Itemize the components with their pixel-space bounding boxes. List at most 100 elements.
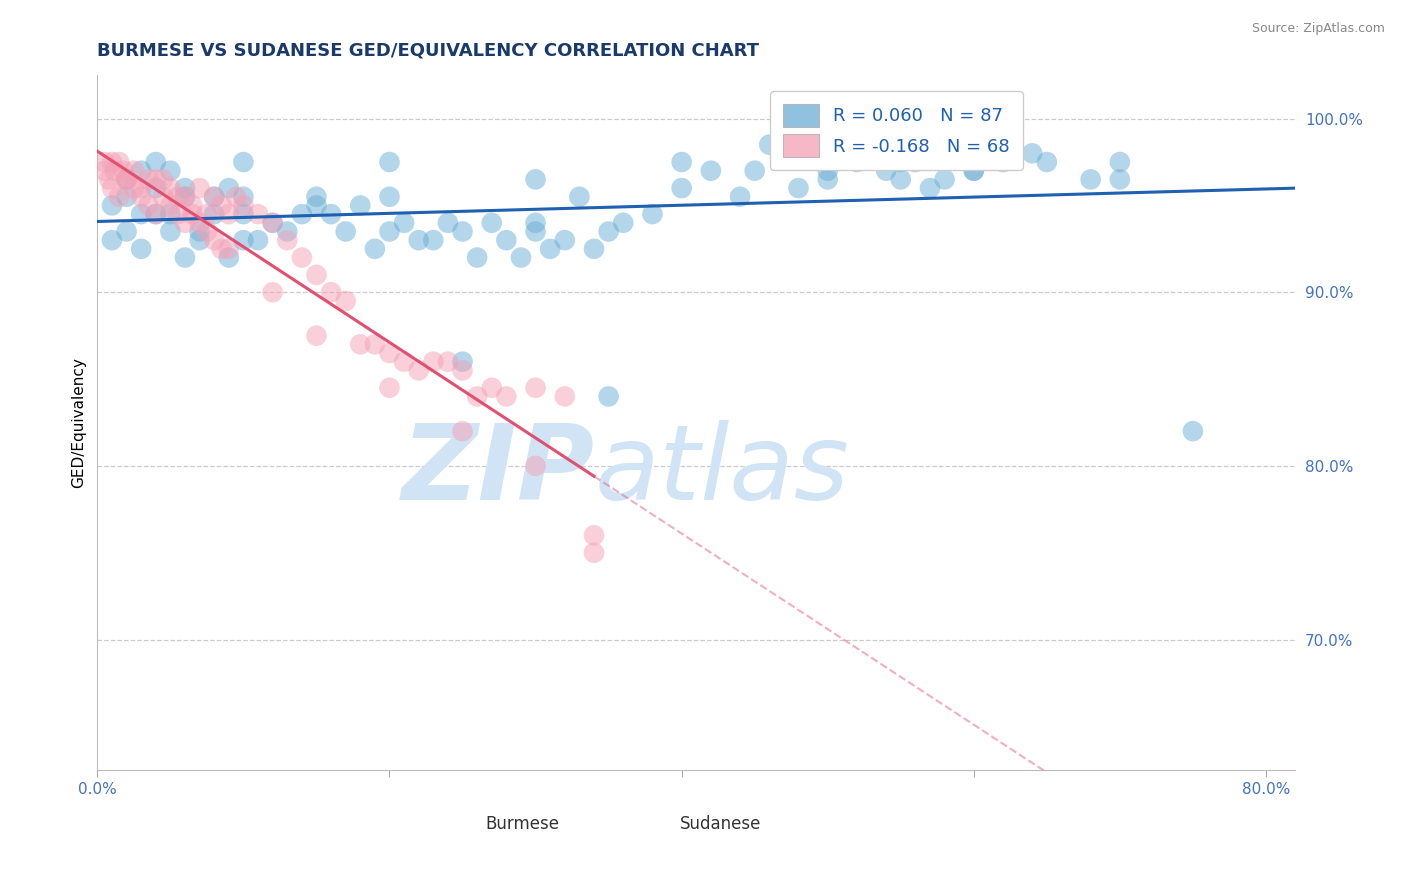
Point xyxy=(145,207,167,221)
Point xyxy=(817,172,839,186)
Point xyxy=(671,155,693,169)
Point xyxy=(392,216,415,230)
Point xyxy=(195,225,218,239)
Point xyxy=(159,163,181,178)
Point xyxy=(188,225,211,239)
Point xyxy=(108,190,131,204)
Point xyxy=(218,242,240,256)
Point xyxy=(225,190,247,204)
Point xyxy=(262,216,284,230)
Point xyxy=(129,190,152,204)
Point xyxy=(554,389,576,403)
Point xyxy=(159,198,181,212)
Point xyxy=(582,242,605,256)
Point xyxy=(349,198,371,212)
Point xyxy=(305,268,328,282)
Point xyxy=(890,172,912,186)
Point xyxy=(232,207,254,221)
Point xyxy=(129,181,152,195)
Point xyxy=(451,225,474,239)
Point xyxy=(817,163,839,178)
Point xyxy=(188,216,211,230)
Point xyxy=(174,216,197,230)
Point xyxy=(918,181,941,195)
Point xyxy=(319,285,342,300)
Point xyxy=(145,181,167,195)
Point xyxy=(138,172,160,186)
Point xyxy=(408,363,430,377)
Text: atlas: atlas xyxy=(595,420,849,522)
Point xyxy=(1108,155,1130,169)
Point xyxy=(202,190,225,204)
Point xyxy=(349,337,371,351)
Point xyxy=(991,155,1014,169)
Point xyxy=(335,225,357,239)
Point xyxy=(378,225,401,239)
Point xyxy=(305,190,328,204)
Point xyxy=(276,225,298,239)
Point xyxy=(671,181,693,195)
Point xyxy=(159,207,181,221)
Point xyxy=(437,216,460,230)
Point xyxy=(166,190,188,204)
Point xyxy=(145,207,167,221)
Point xyxy=(758,137,780,152)
Point xyxy=(465,389,488,403)
Point xyxy=(422,233,444,247)
Point xyxy=(232,233,254,247)
Point xyxy=(101,198,124,212)
Point xyxy=(524,381,547,395)
Point xyxy=(817,155,839,169)
Point xyxy=(202,207,225,221)
Point xyxy=(232,198,254,212)
Point xyxy=(166,207,188,221)
Point xyxy=(93,163,115,178)
Text: Source: ZipAtlas.com: Source: ZipAtlas.com xyxy=(1251,22,1385,36)
Point xyxy=(1036,155,1059,169)
Point xyxy=(524,458,547,473)
Point xyxy=(378,381,401,395)
Point xyxy=(437,355,460,369)
Point xyxy=(364,242,387,256)
Point xyxy=(582,528,605,542)
Point xyxy=(1080,172,1102,186)
Point xyxy=(93,155,115,169)
Point xyxy=(1108,172,1130,186)
Point xyxy=(582,546,605,560)
Point xyxy=(152,172,174,186)
Point xyxy=(276,233,298,247)
Point xyxy=(890,155,912,169)
Point xyxy=(247,207,270,221)
Point xyxy=(218,181,240,195)
Point xyxy=(510,251,533,265)
Point xyxy=(305,328,328,343)
Point xyxy=(145,155,167,169)
Point xyxy=(195,207,218,221)
Point xyxy=(481,381,503,395)
Point xyxy=(291,207,314,221)
Point xyxy=(787,181,810,195)
Point xyxy=(845,155,868,169)
Point xyxy=(152,190,174,204)
Point xyxy=(159,181,181,195)
Point xyxy=(524,216,547,230)
Point xyxy=(524,225,547,239)
Point xyxy=(904,155,927,169)
Point xyxy=(451,355,474,369)
Point xyxy=(129,163,152,178)
Point xyxy=(262,216,284,230)
Point xyxy=(319,207,342,221)
Point xyxy=(122,163,145,178)
Point xyxy=(181,198,204,212)
Point xyxy=(159,225,181,239)
Point xyxy=(451,363,474,377)
Point xyxy=(112,163,135,178)
Point xyxy=(129,242,152,256)
Point xyxy=(98,172,121,186)
Point xyxy=(335,293,357,308)
Point xyxy=(218,207,240,221)
Point xyxy=(700,163,723,178)
Point xyxy=(122,181,145,195)
Point xyxy=(101,155,124,169)
Point xyxy=(101,233,124,247)
